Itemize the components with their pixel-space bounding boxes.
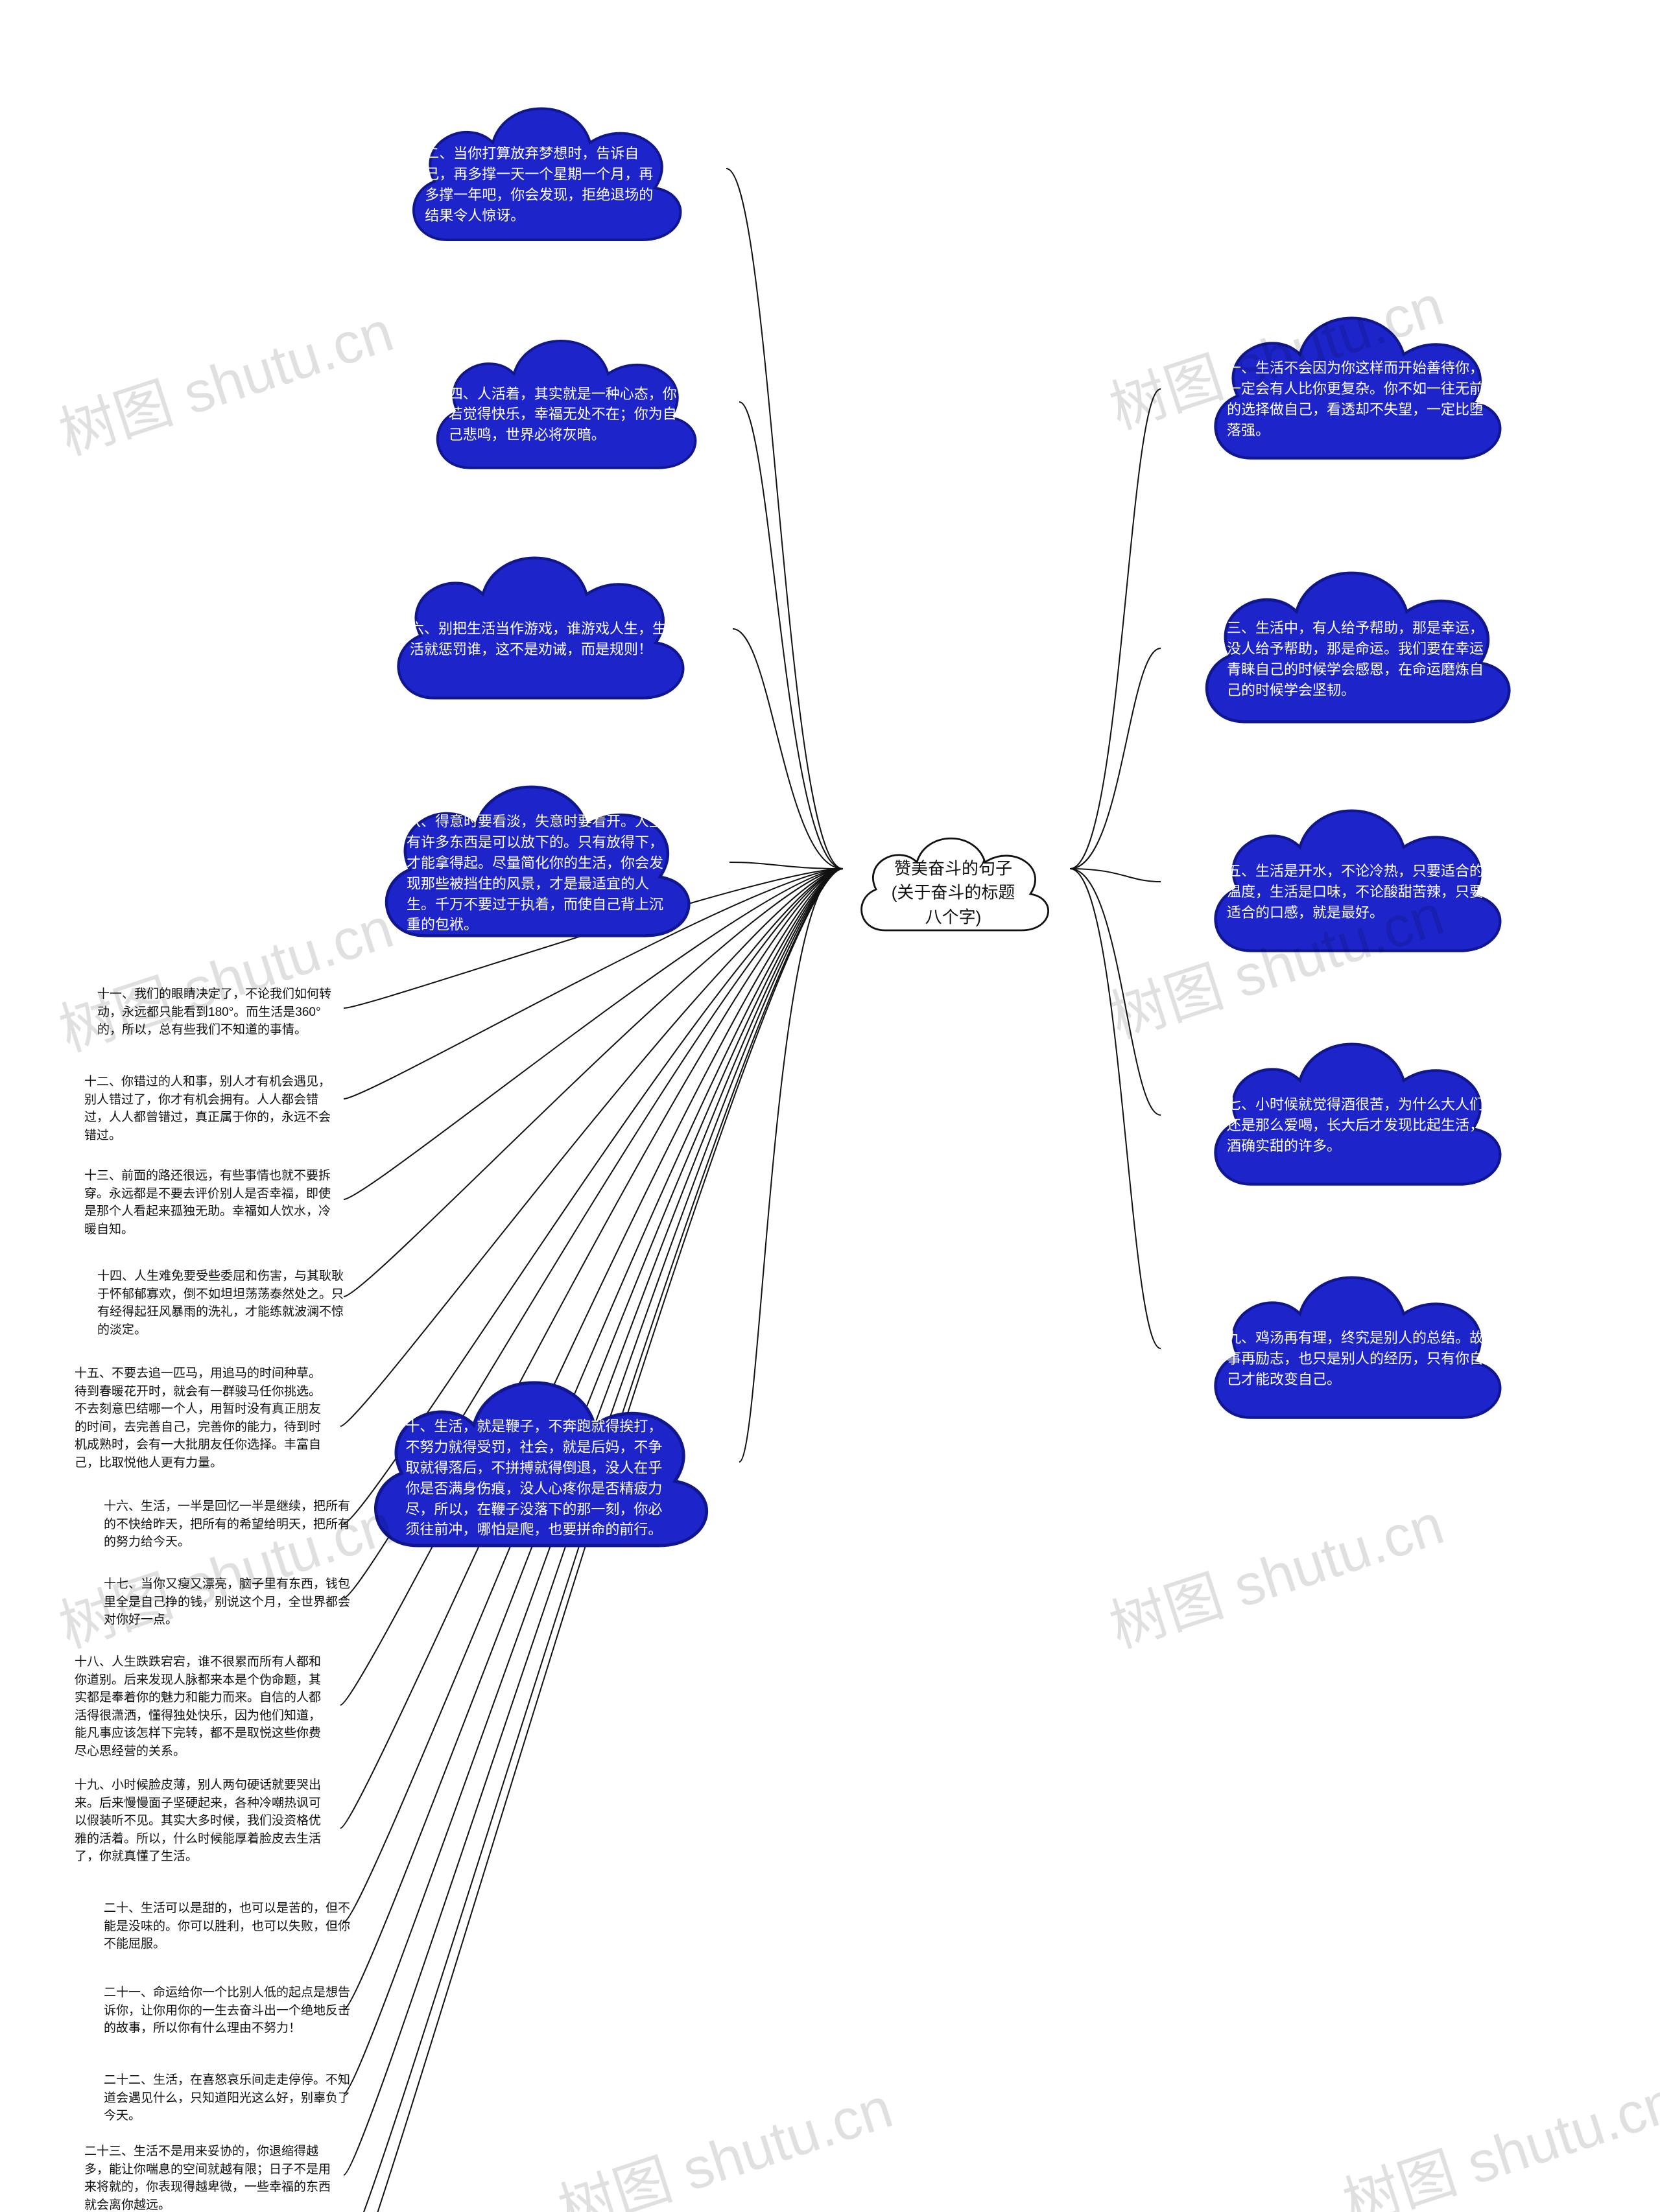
left-text-7: 十八、人生跌跌宕宕，谁不很累而所有人都和你道别。后来发现人脉都来本是个伪命题，其… [75,1653,321,1760]
left-text-8: 十九、小时候脸皮薄，别人两句硬话就要哭出来。后来慢慢面子坚硬起来，各种冷嘲热讽可… [75,1776,321,1866]
left-cloud-1-label: 四、人活着，其实就是一种心态，你若觉得快乐，幸福无处不在；你为自己悲鸣，世界必将… [449,384,680,446]
right-cloud-1-label: 三、生活中，有人给予帮助，那是幸运，没人给予帮助，那是命运。我们要在幸运青睐自己… [1227,618,1484,701]
left-text-11: 二十二、生活，在喜怒哀乐间走走停停。不知道会遇见什么，只知道阳光这么好，别辜负了… [104,2071,350,2125]
left-cloud-3: 八、得意时要看淡，失意时要看开。人生有许多东西是可以放下的。只有放得下，才能拿得… [340,752,729,972]
left-cloud-1: 四、人活着，其实就是一种心态，你若觉得快乐，幸福无处不在；你为自己悲鸣，世界必将… [389,311,739,499]
watermark-6: 树图 shutu.cn [547,2062,901,2212]
connector-3 [729,862,843,869]
left-text-9: 二十、生活可以是甜的，也可以是苦的，但不能是没味的。你可以胜利，也可以失败，但你… [104,1900,350,1953]
left-text-0: 十一、我们的眼睛决定了，不论我们如何转动，永远都只能看到180°。而生活是360… [97,985,344,1039]
left-text-5: 十六、生活，一半是回忆一半是继续，把所有的不快给昨天，把所有的希望给明天，把所有… [104,1498,350,1551]
connector-0 [726,169,843,869]
left-cloud-2: 六、别把生活当作游戏，谁游戏人生，生活就惩罚谁，这不是劝诫，而是规则！ [344,525,733,733]
right-cloud-4-label: 九、鸡汤再有理，终究是别人的总结。故事再励志，也只是别人的经历，只有你自己才能改… [1227,1328,1484,1390]
connector-22 [1070,869,1161,882]
connector-24 [1070,869,1161,1348]
watermark-5: 树图 shutu.cn [1098,1479,1452,1664]
right-cloud-0: 一、生活不会因为你这样而开始善待你，一定会有人比你更复杂。你不如一往无前的选择做… [1161,285,1550,493]
right-cloud-2: 五、生活是开水，不论冷热，只要适合的温度，生活是口味，不论酸甜苦辣，只要适合的口… [1161,778,1550,985]
left-cloud-4: 十、生活，就是鞭子，不奔跑就得挨打，不努力就得受罚，社会，就是后妈，不争取就得落… [337,1335,739,1595]
right-cloud-3: 七、小时候就觉得酒很苦，为什么大人们还是那么爱喝，长大后才发现比起生活，酒确实甜… [1161,1011,1550,1219]
left-cloud-3-label: 八、得意时要看淡，失意时要看开。人生有许多东西是可以放下的。只有放得下，才能拿得… [407,811,663,935]
left-text-12: 二十三、生活不是用来妥协的，你退缩得越多，能让你喘息的空间就越有限；日子不是用来… [84,2143,331,2212]
connector-1 [739,402,843,869]
watermark-7: 树图 shutu.cn [1331,2056,1660,2212]
connector-23 [1070,869,1161,1115]
left-cloud-0-label: 二、当你打算放弃梦想时，告诉自己，再多撑一天一个星期一个月，再多撑一年吧，你会发… [425,143,665,226]
left-text-4: 十五、不要去追一匹马，用追马的时间种草。待到春暖花开时，就会有一群骏马任你挑选。… [75,1365,321,1472]
left-text-3: 十四、人生难免要受些委屈和伤害，与其耿耿于怀郁郁寡欢，倒不如坦坦荡荡泰然处之。只… [97,1267,344,1339]
connector-21 [1070,648,1161,869]
left-text-2: 十三、前面的路还很远，有些事情也就不要拆穿。永远都是不要去评价别人是否幸福，即使… [84,1167,331,1238]
right-cloud-3-label: 七、小时候就觉得酒很苦，为什么大人们还是那么爱喝，长大后才发现比起生活，酒确实甜… [1227,1094,1484,1157]
connector-20 [1070,389,1161,869]
left-text-10: 二十一、命运给你一个比别人低的起点是想告诉你，让你用你的一生去奋斗出一个绝地反击… [104,1984,350,2038]
right-cloud-0-label: 一、生活不会因为你这样而开始善待你，一定会有人比你更复杂。你不如一往无前的选择做… [1227,358,1484,441]
right-cloud-2-label: 五、生活是开水，不论冷热，只要适合的温度，生活是口味，不论酸甜苦辣，只要适合的口… [1227,861,1484,923]
left-cloud-0: 二、当你打算放弃梦想时，告诉自己，再多撑一天一个星期一个月，再多撑一年吧，你会发… [363,78,726,272]
center-topic: 赞美奋斗的句子(关于奋斗的标题八个字) [836,817,1070,953]
watermark-0: 树图 shutu.cn [47,286,401,471]
connector-4 [739,869,843,1462]
right-cloud-4: 九、鸡汤再有理，终究是别人的总结。故事再励志，也只是别人的经历，只有你自己才能改… [1161,1245,1550,1452]
connector-2 [733,629,843,869]
left-text-1: 十二、你错过的人和事，别人才有机会遇见，别人错过了，你才有机会拥有。人人都会错过… [84,1073,331,1144]
left-text-6: 十七、当你又瘦又漂亮，脑子里有东西，钱包里全是自己挣的钱，别说这个月，全世界都会… [104,1575,350,1629]
right-cloud-1: 三、生活中，有人给予帮助，那是幸运，没人给予帮助，那是命运。我们要在幸运青睐自己… [1161,538,1550,759]
left-cloud-2-label: 六、别把生活当作游戏，谁游戏人生，生活就惩罚谁，这不是劝诫，而是规则！ [410,618,667,660]
center-topic-label: 赞美奋斗的句子(关于奋斗的标题八个字) [883,856,1023,930]
left-cloud-4-label: 十、生活，就是鞭子，不奔跑就得挨打，不努力就得受罚，社会，就是后妈，不争取就得落… [405,1416,670,1540]
